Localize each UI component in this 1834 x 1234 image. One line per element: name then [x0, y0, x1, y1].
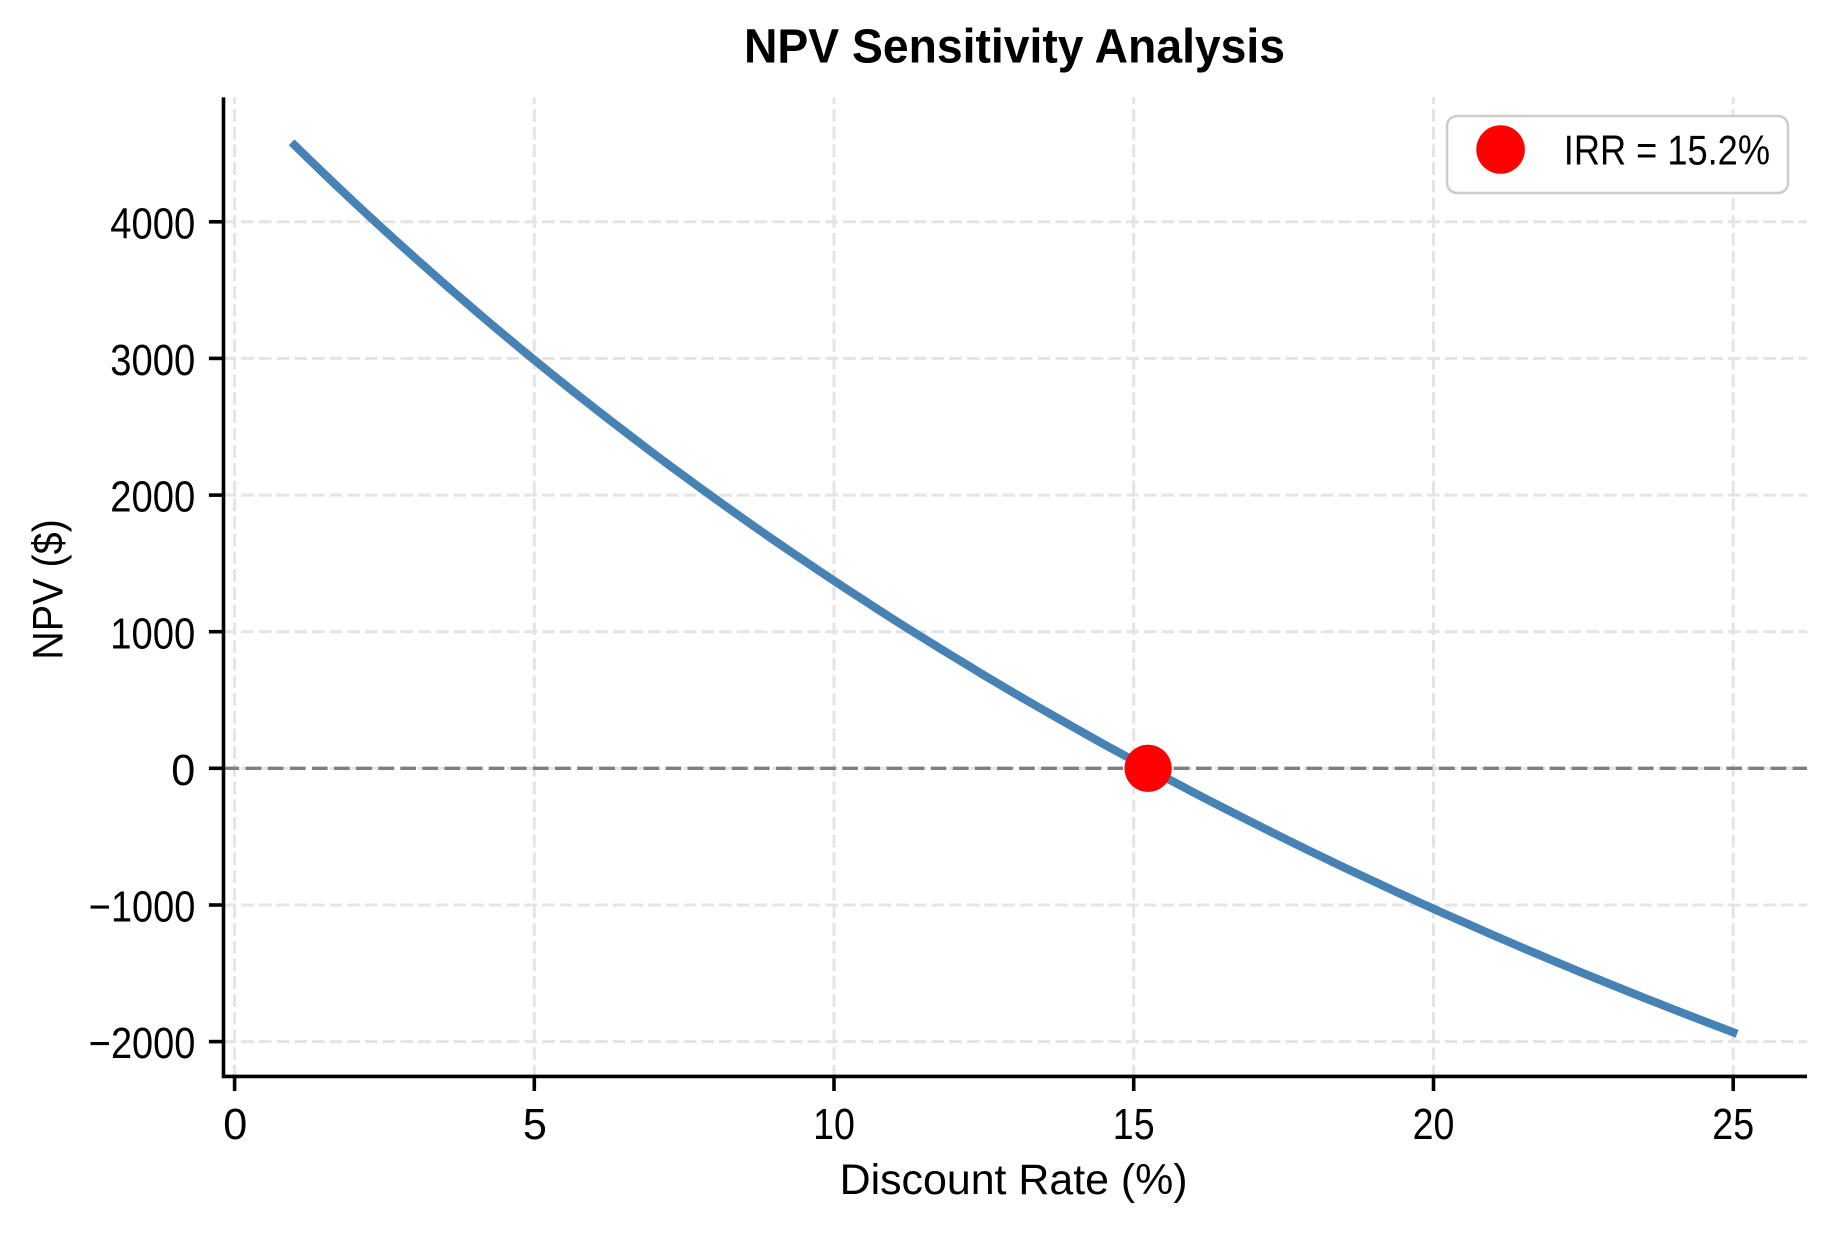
svg-text:5: 5 [523, 1101, 547, 1149]
svg-text:20: 20 [1413, 1101, 1455, 1149]
svg-text:NPV Sensitivity Analysis: NPV Sensitivity Analysis [744, 20, 1285, 73]
svg-text:25: 25 [1712, 1101, 1754, 1149]
svg-text:0: 0 [223, 1101, 247, 1149]
svg-text:−2000: −2000 [89, 1020, 196, 1068]
svg-text:0: 0 [171, 747, 195, 795]
svg-text:10: 10 [813, 1101, 855, 1149]
svg-text:Discount Rate (%): Discount Rate (%) [840, 1156, 1188, 1204]
svg-text:15: 15 [1113, 1101, 1155, 1149]
svg-text:IRR = 15.2%: IRR = 15.2% [1564, 128, 1770, 174]
svg-text:2000: 2000 [110, 474, 195, 522]
svg-text:4000: 4000 [110, 200, 195, 248]
svg-text:3000: 3000 [110, 337, 195, 385]
svg-text:1000: 1000 [110, 610, 195, 658]
svg-text:NPV ($): NPV ($) [25, 519, 73, 660]
svg-text:−1000: −1000 [89, 884, 196, 932]
